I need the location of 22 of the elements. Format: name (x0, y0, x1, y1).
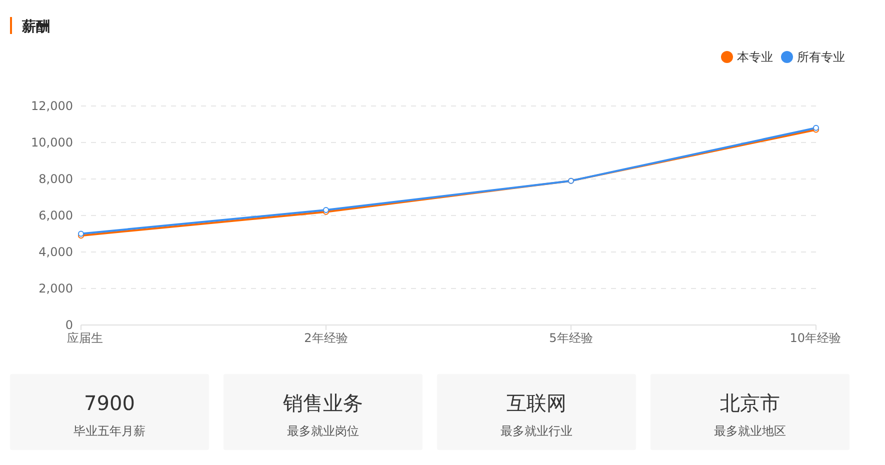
text: 销售业务 (282, 391, 363, 415)
y-tick-label: 6,000 (38, 208, 73, 222)
y-tick-label: 0 (65, 318, 73, 332)
text: 毕业五年月薪 (74, 424, 146, 438)
legend-label: 所有专业 (797, 50, 845, 64)
x-tick-label: 应届生 (67, 331, 103, 345)
x-tick-label: 10年经验 (790, 331, 841, 345)
x-tick-label: 2年经验 (304, 331, 348, 345)
text: 7900 (84, 391, 135, 415)
chart-title: 薪酬 (21, 19, 50, 35)
text: 最多就业地区 (714, 424, 786, 438)
text: 北京市 (720, 391, 780, 415)
y-tick-label: 12,000 (31, 99, 73, 113)
y-tick-label: 8,000 (38, 172, 73, 186)
legend-label: 本专业 (737, 50, 773, 64)
text: 最多就业岗位 (287, 424, 359, 438)
text: 互联网 (506, 391, 566, 415)
x-tick-label: 5年经验 (549, 331, 593, 345)
y-tick-label: 10,000 (31, 136, 73, 150)
y-tick-label: 2,000 (38, 282, 73, 296)
text: 最多就业行业 (500, 424, 572, 438)
y-tick-label: 4,000 (38, 245, 73, 259)
